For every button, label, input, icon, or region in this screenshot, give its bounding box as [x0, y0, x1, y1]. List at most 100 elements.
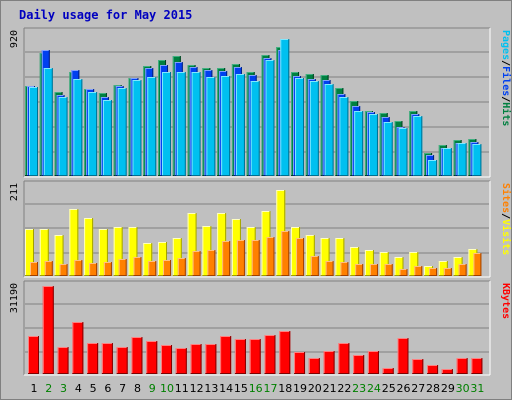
axis-legend-kbytes: KBytes: [500, 283, 511, 319]
bar-visits: [98, 229, 108, 276]
bar-sites: [133, 257, 142, 276]
bar-kbytes: [323, 351, 335, 374]
axis-legend-part: /: [500, 96, 511, 102]
bar-kbytes: [279, 331, 291, 374]
bar-visits: [39, 229, 49, 276]
x-tick-label: 14: [219, 382, 233, 395]
bar-pages: [191, 72, 201, 176]
x-tick-label: 28: [426, 382, 440, 395]
bar-kbytes: [220, 336, 232, 374]
bar-kbytes: [28, 336, 39, 374]
bar-pages: [206, 77, 216, 176]
bar-kbytes: [441, 369, 453, 374]
bar-sites: [296, 238, 305, 276]
y-max-label-kbytes: 31190: [9, 283, 20, 313]
bar-visits: [409, 252, 419, 276]
bar-kbytes: [412, 359, 424, 374]
x-tick-label: 12: [190, 382, 204, 395]
bar-pages: [295, 78, 305, 176]
bar-visits: [128, 227, 138, 276]
bar-kbytes: [471, 358, 483, 374]
bar-sites: [473, 253, 482, 276]
x-tick-label: 16: [249, 382, 263, 395]
bar-sites: [222, 241, 231, 276]
bar-kbytes: [205, 344, 217, 374]
bar-sites: [266, 237, 275, 276]
axis-legend-part: Visits: [500, 219, 512, 255]
bar-kbytes: [42, 286, 54, 374]
bar-visits: [84, 218, 94, 276]
bar-kbytes: [161, 345, 173, 374]
x-tick-label: 31: [470, 382, 484, 395]
bar-visits: [172, 238, 182, 276]
x-tick-label: 23: [352, 382, 366, 395]
x-tick-label: 10: [160, 382, 174, 395]
bar-pages: [250, 81, 260, 176]
x-tick-label: 6: [104, 382, 111, 395]
bar-visits: [320, 238, 330, 276]
bar-visits: [158, 242, 168, 276]
bar-sites: [429, 268, 438, 276]
bar-sites: [163, 260, 172, 276]
bar-kbytes: [353, 355, 365, 374]
axis-legend-part: /: [500, 213, 511, 219]
bar-visits: [113, 227, 123, 276]
x-tick-label: 7: [119, 382, 126, 395]
bar-sites: [118, 259, 127, 276]
bar-pages: [368, 114, 378, 176]
bar-sites: [236, 240, 245, 276]
bar-sites: [30, 262, 38, 276]
bar-pages: [162, 72, 172, 176]
axis-legend-hits: Pages/Files/Hits: [500, 30, 512, 126]
x-tick-label: 25: [382, 382, 396, 395]
bar-sites: [340, 262, 349, 276]
bar-sites: [325, 261, 334, 276]
bar-sites: [281, 231, 290, 276]
bar-sites: [148, 261, 157, 276]
bar-visits: [187, 213, 197, 276]
bar-sites: [103, 262, 112, 276]
bar-visits: [350, 247, 360, 276]
bar-pages: [117, 88, 127, 176]
y-max-label-hits: 920: [9, 30, 20, 48]
bar-kbytes: [131, 337, 143, 374]
bar-sites: [44, 261, 53, 276]
x-tick-label: 24: [367, 382, 381, 395]
bar-visits: [54, 235, 64, 276]
x-tick-label: 26: [397, 382, 411, 395]
bar-kbytes: [338, 343, 350, 374]
x-tick-label: 22: [337, 382, 351, 395]
x-tick-label: 13: [204, 382, 218, 395]
bar-kbytes: [101, 343, 113, 374]
bar-pages: [354, 111, 364, 176]
bar-sites: [369, 264, 378, 276]
x-tick-label: 17: [263, 382, 277, 395]
y-max-label-visits: 211: [9, 183, 20, 201]
axis-legend-part: Files: [500, 66, 512, 96]
bar-kbytes: [190, 344, 202, 374]
bar-pages: [58, 97, 68, 176]
bar-sites: [177, 258, 186, 276]
x-tick-label: 4: [75, 382, 82, 395]
bar-pages: [309, 81, 319, 176]
bar-sites: [414, 266, 423, 276]
bar-pages: [132, 80, 142, 176]
bar-visits: [305, 235, 315, 276]
bar-sites: [89, 263, 98, 276]
bar-visits: [364, 250, 374, 276]
x-tick-label: 19: [293, 382, 307, 395]
x-tick-label: 5: [90, 382, 97, 395]
x-tick-label: 20: [308, 382, 322, 395]
bar-kbytes: [116, 347, 128, 374]
bar-kbytes: [427, 365, 439, 374]
axis-legend-part: /: [500, 60, 511, 66]
chart-title: Daily usage for May 2015: [19, 8, 192, 22]
bar-pages: [265, 60, 275, 176]
bar-kbytes: [87, 343, 99, 374]
bar-sites: [384, 264, 393, 276]
bar-pages: [176, 72, 186, 176]
bar-visits: [143, 243, 153, 276]
x-tick-label: 3: [60, 382, 67, 395]
x-tick-label: 27: [411, 382, 425, 395]
bar-visits: [25, 229, 34, 276]
